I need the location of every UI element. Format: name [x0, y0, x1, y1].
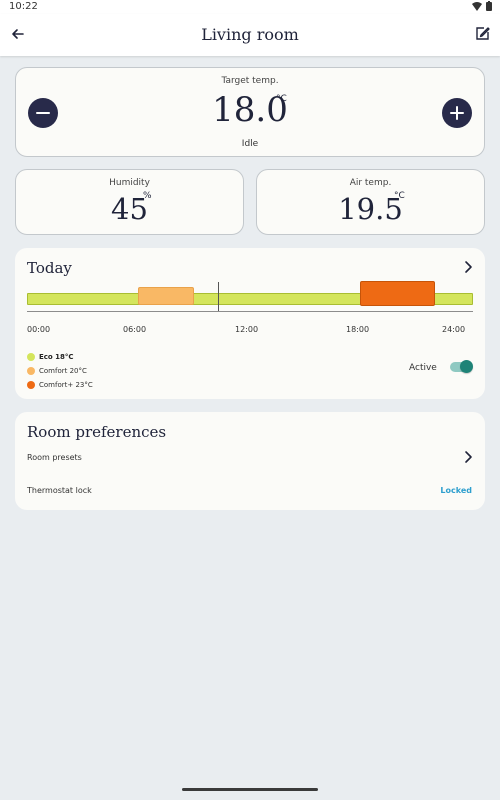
decrease-temp-button[interactable]	[28, 98, 58, 128]
target-temp-label: Target temp.	[221, 76, 279, 86]
room-preferences-title: Room preferences	[27, 423, 167, 441]
plus-icon	[450, 106, 464, 120]
air-temp-value: 19.5	[338, 192, 403, 226]
target-temp-card: Target temp. 18.0 °C Idle	[15, 67, 485, 157]
legend-dot	[27, 367, 35, 375]
chevron-right-icon[interactable]	[461, 260, 475, 274]
tick-label: 06:00	[123, 325, 147, 334]
back-arrow-icon[interactable]	[8, 24, 28, 44]
edit-icon[interactable]	[472, 24, 492, 44]
humidity-value: 45	[111, 192, 148, 226]
air-temp-card: Air temp. 19.5 °C	[256, 169, 485, 235]
target-temp-value: 18.0	[212, 90, 288, 130]
schedule-legend: Eco 18°C Comfort 20°C Comfort+ 23°C	[27, 350, 93, 392]
active-toggle[interactable]	[450, 360, 473, 373]
tick-label: 00:00	[27, 325, 51, 334]
today-title: Today	[27, 259, 72, 277]
legend-dot	[27, 353, 35, 361]
current-time-marker	[218, 282, 219, 312]
schedule-segment-comfort-plus	[360, 281, 435, 306]
home-indicator[interactable]	[182, 788, 318, 791]
battery-icon	[486, 1, 492, 11]
chevron-right-icon[interactable]	[461, 450, 475, 464]
system-icons	[472, 1, 492, 11]
status-time: 10:22	[9, 1, 38, 12]
legend-label: Eco 18°C	[39, 353, 74, 361]
increase-temp-button[interactable]	[442, 98, 472, 128]
timeline-axis	[27, 311, 473, 312]
humidity-label: Humidity	[109, 178, 150, 188]
thermostat-state: Idle	[241, 139, 259, 149]
minus-icon	[36, 112, 50, 114]
thermostat-lock-label: Thermostat lock	[27, 486, 92, 495]
air-temp-label: Air temp.	[349, 178, 392, 188]
legend-label: Comfort+ 23°C	[39, 381, 93, 389]
toggle-knob	[460, 360, 473, 373]
status-bar: 10:22	[0, 0, 500, 14]
legend-label: Comfort 20°C	[39, 367, 87, 375]
tick-label: 24:00	[442, 325, 466, 334]
schedule-segment-comfort	[138, 287, 194, 305]
tick-label: 12:00	[235, 325, 259, 334]
legend-item-comfort-plus: Comfort+ 23°C	[27, 378, 93, 392]
page-title: Living room	[201, 25, 299, 44]
legend-dot	[27, 381, 35, 389]
legend-item-eco: Eco 18°C	[27, 350, 93, 364]
app-bar: Living room	[0, 14, 500, 56]
wifi-icon	[472, 1, 482, 11]
active-label: Active	[409, 363, 437, 373]
tick-label: 18:00	[346, 325, 370, 334]
thermostat-lock-status[interactable]: Locked	[440, 486, 472, 495]
room-presets-item[interactable]: Room presets	[27, 453, 82, 462]
humidity-card: Humidity 45 %	[15, 169, 244, 235]
humidity-unit: %	[143, 191, 152, 201]
room-preferences-card: Room preferences Room presets Thermostat…	[15, 412, 485, 510]
air-temp-unit: °C	[394, 191, 405, 201]
target-temp-unit: °C	[276, 94, 287, 104]
legend-item-comfort: Comfort 20°C	[27, 364, 93, 378]
today-schedule-card[interactable]: Today 00:00 06:00 12:00 18:00 24:00 Eco …	[15, 248, 485, 399]
